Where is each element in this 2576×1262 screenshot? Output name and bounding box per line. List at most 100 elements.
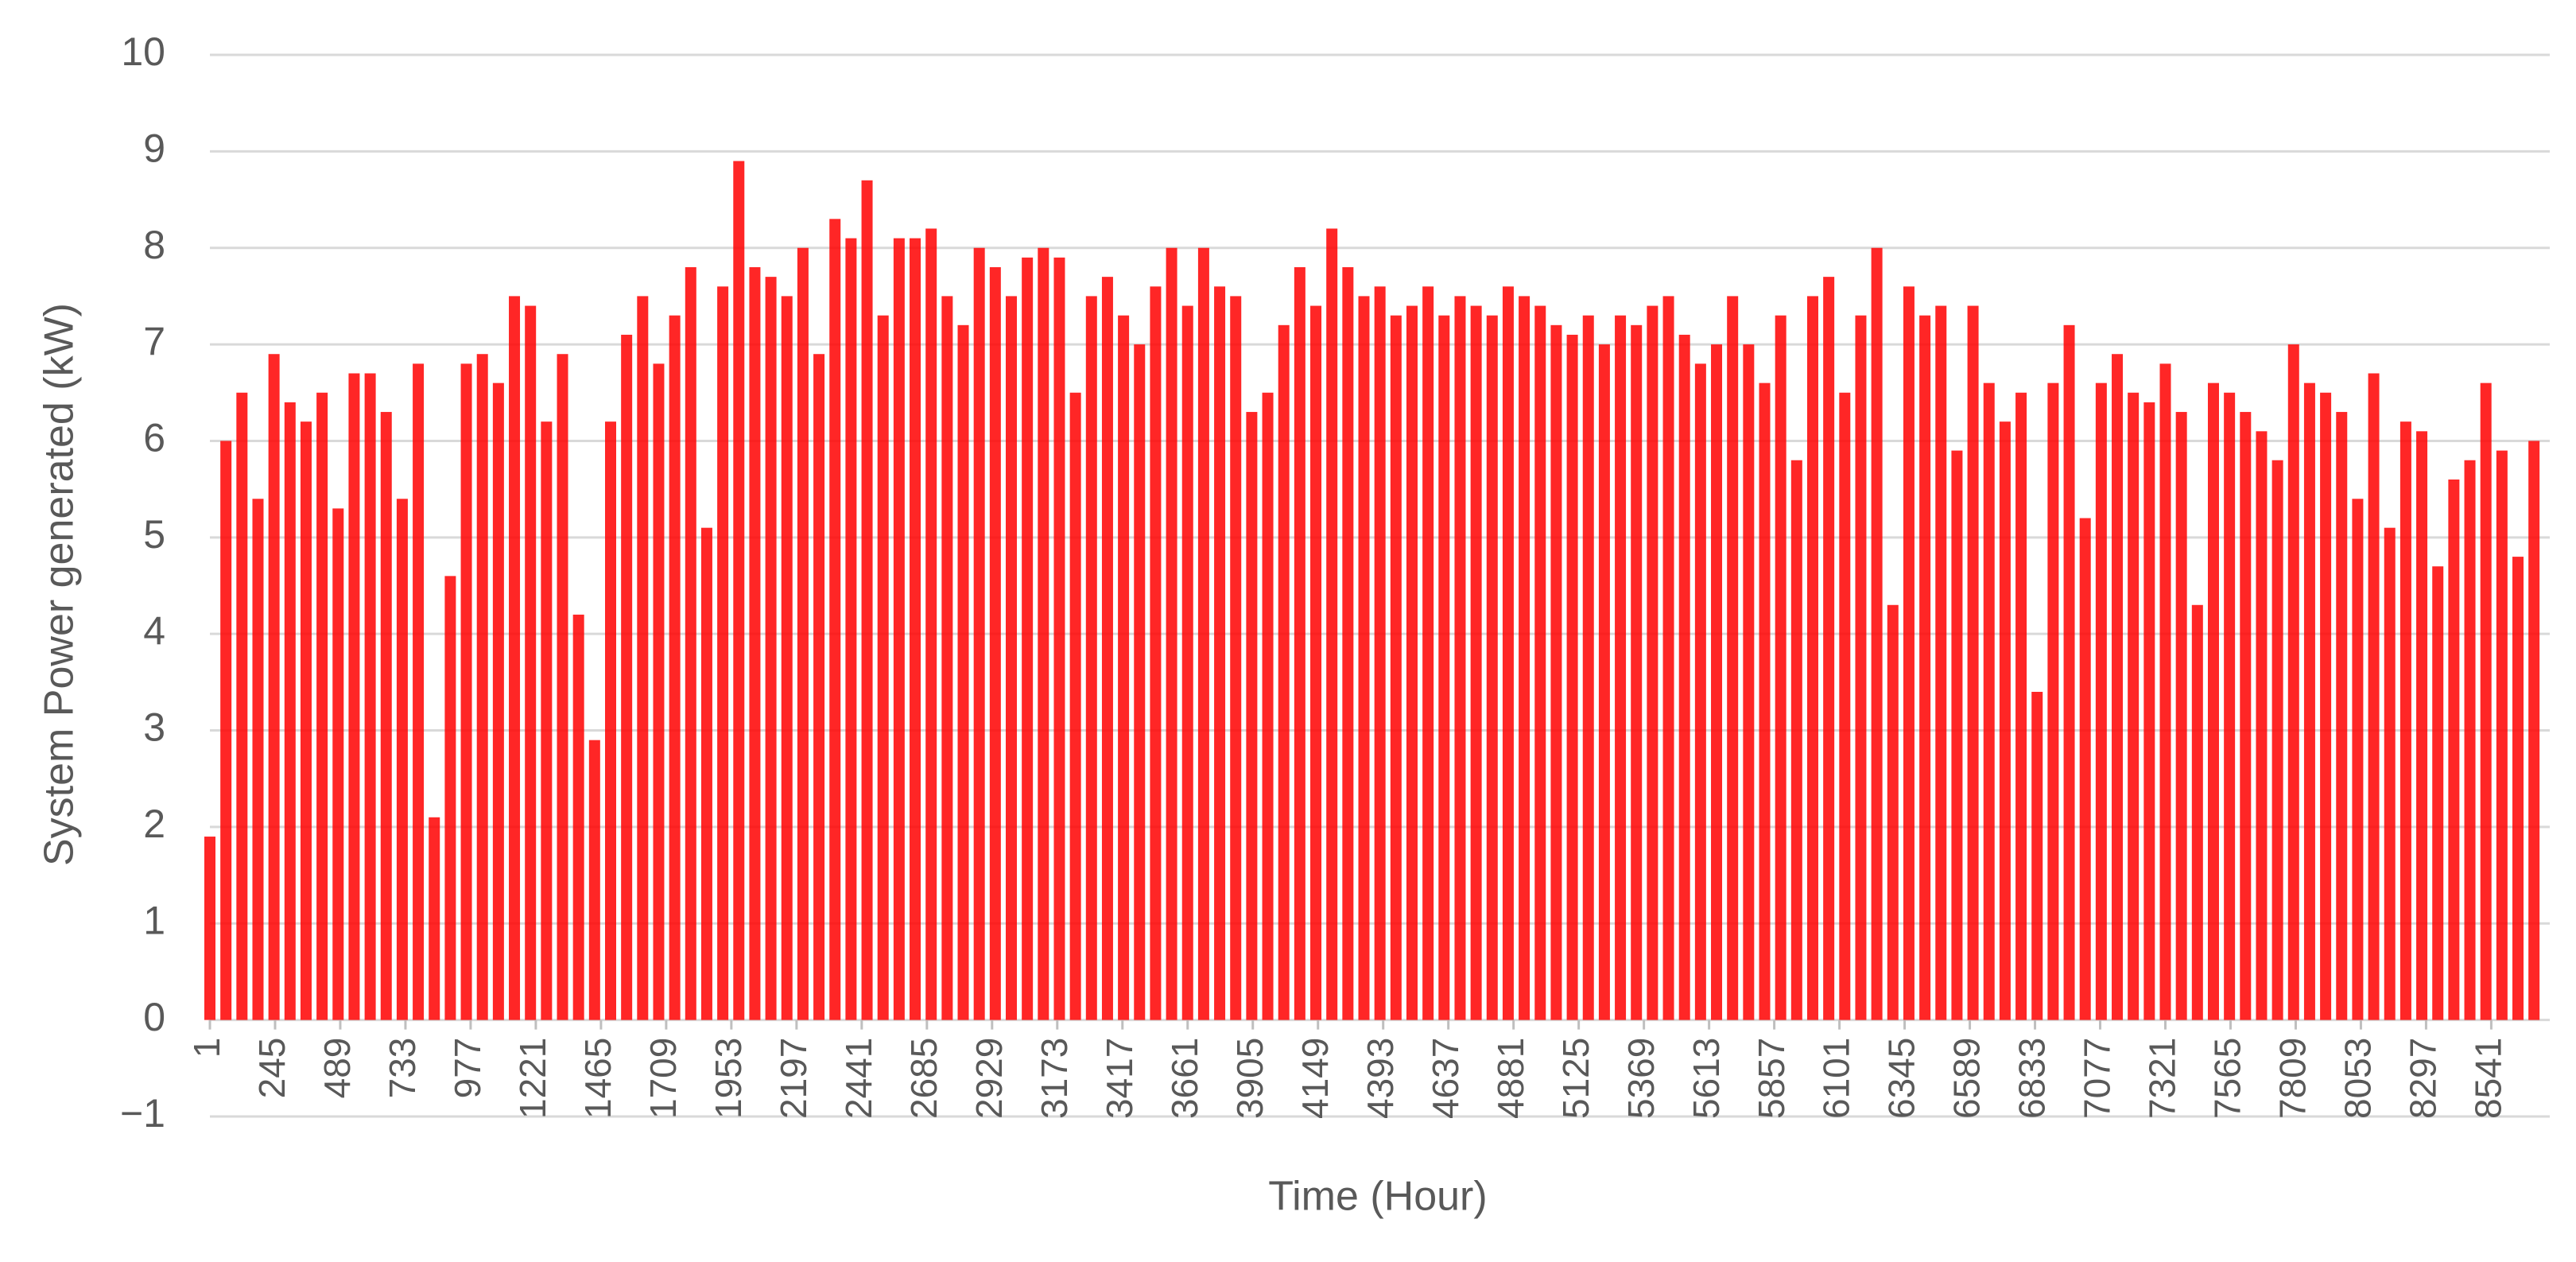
x-tick-label: 2929 [968, 1038, 1010, 1119]
bar [332, 508, 344, 1020]
x-tick-label: 1953 [708, 1038, 749, 1119]
bar [1983, 382, 1995, 1020]
x-tick-label: 6345 [1881, 1038, 1922, 1119]
bar [1262, 392, 1274, 1020]
bar [1806, 296, 1818, 1020]
bar [861, 180, 873, 1020]
bar [1502, 286, 1514, 1020]
bar [637, 296, 649, 1020]
bar [300, 421, 312, 1020]
bar [509, 296, 521, 1020]
bar [2063, 324, 2075, 1020]
bar [1790, 460, 1802, 1020]
bar [1534, 305, 1546, 1020]
bar [653, 363, 665, 1020]
bar [813, 354, 825, 1020]
bar [1999, 421, 2011, 1020]
bar [621, 334, 633, 1020]
bar [1166, 247, 1177, 1020]
ticks: −1 0 1 2 3 4 5 6 7 8 9 10 1 245 489 733 977 1221 1465 1709 1… [120, 29, 2509, 1136]
bar [252, 499, 264, 1020]
bar [1935, 305, 1947, 1020]
bar [685, 267, 696, 1020]
bar [717, 286, 729, 1020]
bar [2240, 412, 2252, 1020]
x-tick-label: 7565 [2207, 1038, 2248, 1119]
bar [1085, 296, 1097, 1020]
bar [1101, 277, 1113, 1020]
bar [1823, 277, 1835, 1020]
bar [1310, 305, 1322, 1020]
bar [557, 354, 568, 1020]
bar [2079, 518, 2091, 1020]
bar [1871, 247, 1883, 1020]
x-tick-label: 2197 [773, 1038, 814, 1119]
x-tick-label: 733 [382, 1038, 423, 1099]
y-tick-label: 1 [143, 898, 165, 942]
x-tick-label: 7321 [2142, 1038, 2183, 1119]
x-tick-label: 4637 [1425, 1038, 1466, 1119]
bar [1615, 315, 1627, 1020]
bar [604, 421, 616, 1020]
bar [893, 238, 905, 1020]
bar [1678, 334, 1690, 1020]
bar [348, 373, 360, 1020]
bar [2143, 402, 2155, 1020]
bar [1038, 247, 1049, 1020]
bar [1743, 344, 1755, 1020]
bar [1422, 286, 1434, 1020]
y-tick-label: 8 [143, 223, 165, 267]
bar [1694, 363, 1706, 1020]
bar [1775, 315, 1787, 1020]
x-axis-title: Time (Hour) [1268, 1174, 1487, 1220]
bar [588, 740, 600, 1020]
x-tick-label: 6589 [1946, 1038, 1988, 1119]
bar [1181, 305, 1193, 1020]
bar [2287, 344, 2299, 1020]
x-tick-label: 3173 [1034, 1038, 1075, 1119]
bar [396, 499, 408, 1020]
bar [1887, 604, 1899, 1020]
bar [236, 392, 248, 1020]
bar [973, 247, 985, 1020]
bar [1053, 257, 1065, 1020]
bar [2384, 527, 2396, 1020]
bar [733, 161, 745, 1020]
bar [572, 614, 584, 1020]
bar [1406, 305, 1418, 1020]
x-tick-label: 977 [447, 1038, 488, 1099]
bar [1550, 324, 1562, 1020]
x-tick-label: 6833 [2012, 1038, 2053, 1119]
bar [749, 267, 761, 1020]
bar [1582, 315, 1594, 1020]
x-tick-label: 6101 [1816, 1038, 1857, 1119]
x-tick-label: 5613 [1686, 1038, 1727, 1119]
bar [429, 817, 440, 1020]
x-tick-label: 2685 [903, 1038, 945, 1119]
bar [2528, 441, 2540, 1020]
x-tick-label: 1221 [512, 1038, 553, 1119]
bar [1197, 247, 1209, 1020]
y-tick-label: 2 [143, 802, 165, 846]
bar [1134, 344, 1146, 1020]
bar [492, 382, 504, 1020]
bar [2271, 460, 2283, 1020]
bar [989, 267, 1001, 1020]
x-tick-label: 4393 [1360, 1038, 1401, 1119]
bar [2512, 557, 2524, 1020]
bar [2416, 431, 2428, 1020]
bar [700, 527, 712, 1020]
bar [1278, 324, 1290, 1020]
bar [829, 219, 841, 1020]
bar [1839, 392, 1851, 1020]
bar [2207, 382, 2219, 1020]
bar [2095, 382, 2107, 1020]
bar [1967, 305, 1979, 1020]
bar [1118, 315, 1130, 1020]
x-tick-label: 7809 [2272, 1038, 2314, 1119]
bar [1662, 296, 1674, 1020]
x-tick-label: 1 [186, 1038, 227, 1058]
y-tick-label: 9 [143, 126, 165, 171]
bar [525, 305, 537, 1020]
